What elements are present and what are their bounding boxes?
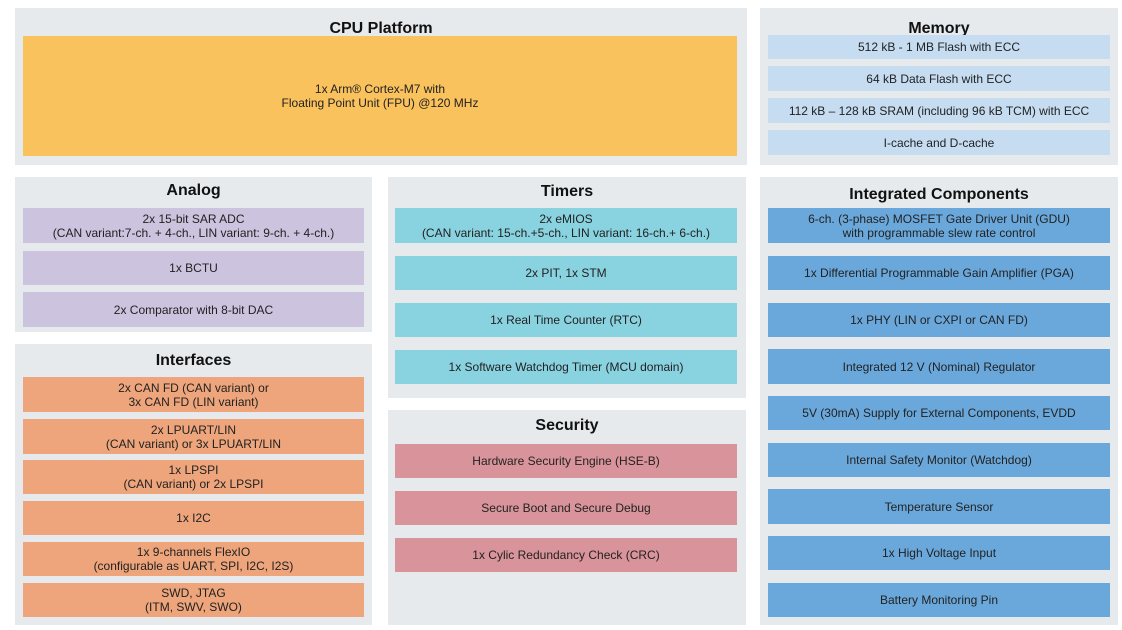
block-text: 1x 9-channels FlexIO	[136, 545, 251, 559]
block-text: 2x 15-bit SAR ADC	[142, 211, 245, 226]
block-text: 3x CAN FD (LIN variant)	[128, 394, 259, 409]
section-panel: Memory 512 kB - 1 MB Flash with ECC 64 kB …	[760, 8, 1118, 165]
block: 64 kB Data Flash with ECC	[768, 66, 1110, 91]
block-text: with programmable slew rate control	[842, 225, 1036, 240]
block: 2x Comparator with 8-bit DAC	[23, 292, 364, 327]
block-text: 2x Comparator with 8-bit DAC	[113, 302, 274, 317]
block: Internal Safety Monitor (Watchdog)	[768, 443, 1110, 477]
block-text: 112 kB – 128 kB SRAM (including 96 kB TC…	[788, 103, 1090, 118]
block-text: (configurable as UART, SPI, I2C, I2S)	[93, 559, 294, 573]
block: 1x High Voltage Input	[768, 536, 1110, 570]
block: 1x Software Watchdog Timer (MCU domain)	[395, 350, 737, 384]
block-text: 512 kB - 1 MB Flash with ECC	[857, 40, 1021, 54]
block-text: Temperature Sensor	[884, 499, 994, 514]
block: I-cache and D-cache	[768, 130, 1110, 155]
block-text: Floating Point Unit (FPU) @120 MHz	[281, 96, 479, 110]
block-text: 6-ch. (3-phase) MOSFET Gate Driver Unit …	[808, 211, 1070, 226]
section-panel: Interfaces 2x CAN FD (CAN variant) or 3x C…	[15, 344, 372, 625]
block: 1x Cylic Redundancy Check (CRC)	[395, 538, 737, 572]
block-text: 5V (30mA) Supply for External Components…	[802, 406, 1076, 420]
block-text: I-cache and D-cache	[883, 135, 995, 150]
block: 1x PHY (LIN or CXPI or CAN FD)	[768, 303, 1110, 337]
block: Integrated 12 V (Nominal) Regulator	[768, 349, 1110, 384]
block-text: 1x Differential Programmable Gain Amplif…	[804, 266, 1074, 280]
block-text: 1x Arm® Cortex-M7 with	[314, 82, 446, 96]
block: SWD, JTAG (ITM, SWV, SWO)	[23, 583, 364, 617]
block-text: 2x eMIOS	[539, 211, 593, 226]
section-panel: Integrated Components 6-ch. (3-phase) MOS…	[760, 177, 1118, 625]
block: Battery Monitoring Pin	[768, 583, 1110, 617]
section-title: Analog	[166, 182, 221, 199]
block-text: 1x Software Watchdog Timer (MCU domain)	[448, 360, 684, 374]
block-text: Hardware Security Engine (HSE-B)	[472, 454, 660, 468]
block: 1x Arm® Cortex-M7 with Floating Point Uni…	[23, 36, 737, 156]
block-text: SWD, JTAG	[161, 586, 226, 600]
block-text: (ITM, SWV, SWO)	[145, 600, 242, 614]
block: 1x LPSPI (CAN variant) or 2x LPSPI	[23, 460, 364, 494]
block-text: 2x LPUART/LIN	[150, 422, 237, 437]
block: 1x BCTU	[23, 251, 364, 285]
block-text: Integrated 12 V (Nominal) Regulator	[842, 359, 1036, 374]
block-text: (CAN variant:7-ch. + 4-ch., LIN variant:…	[52, 225, 335, 240]
block-text: 1x Real Time Counter (RTC)	[490, 313, 642, 327]
section-title: Timers	[540, 183, 594, 200]
block: 6-ch. (3-phase) MOSFET Gate Driver Unit …	[768, 208, 1110, 243]
block-text: Battery Monitoring Pin	[879, 593, 999, 607]
block: 512 kB - 1 MB Flash with ECC	[768, 35, 1110, 59]
block: Secure Boot and Secure Debug	[395, 491, 737, 525]
section-title: Security	[535, 417, 599, 434]
section-panel: Security Hardware Security Engine (HSE-B)…	[388, 410, 746, 625]
block: 2x CAN FD (CAN variant) or 3x CAN FD (LIN…	[23, 377, 364, 412]
block: 1x Differential Programmable Gain Amplif…	[768, 256, 1110, 290]
section-title: Interfaces	[155, 352, 232, 369]
block: 2x 15-bit SAR ADC (CAN variant:7-ch. + 4-…	[23, 208, 364, 243]
block-text: (CAN variant) or 3x LPUART/LIN	[105, 436, 282, 451]
block-text: 64 kB Data Flash with ECC	[866, 71, 1012, 86]
block: 112 kB – 128 kB SRAM (including 96 kB TC…	[768, 98, 1110, 123]
section-title: Integrated Components	[849, 186, 1029, 203]
block-text: (CAN variant) or 2x LPSPI	[123, 477, 264, 491]
block: 1x I2C	[23, 501, 364, 535]
section-title: Memory	[908, 20, 970, 37]
block-text: 1x High Voltage Input	[881, 546, 997, 560]
block-text: 1x PHY (LIN or CXPI or CAN FD)	[850, 313, 1028, 327]
section-panel: Timers 2x eMIOS (CAN variant: 15-ch.+5-ch.…	[388, 177, 746, 398]
block-text: 1x LPSPI	[168, 463, 219, 477]
block-text: 2x CAN FD (CAN variant) or	[118, 380, 269, 395]
block-text: 1x BCTU	[169, 261, 218, 275]
block-text: Secure Boot and Secure Debug	[481, 501, 651, 515]
section-title: CPU Platform	[329, 20, 433, 37]
block: 1x Real Time Counter (RTC)	[395, 303, 737, 337]
block: 1x 9-channels FlexIO (configurable as UAR…	[23, 542, 364, 576]
block-text: 1x Cylic Redundancy Check (CRC)	[472, 548, 660, 562]
block: 2x LPUART/LIN (CAN variant) or 3x LPUART/…	[23, 419, 364, 454]
block-text: (CAN variant: 15-ch.+5-ch., LIN variant:…	[421, 225, 711, 240]
block: Hardware Security Engine (HSE-B)	[395, 444, 737, 478]
block: 5V (30mA) Supply for External Components…	[768, 396, 1110, 430]
block-text: 2x PIT, 1x STM	[525, 266, 607, 280]
block: 2x eMIOS (CAN variant: 15-ch.+5-ch., LIN …	[395, 208, 737, 243]
block: 2x PIT, 1x STM	[395, 256, 737, 290]
section-panel: Analog 2x 15-bit SAR ADC (CAN variant:7-ch…	[15, 177, 372, 332]
block-text: 1x I2C	[176, 511, 211, 525]
block: Temperature Sensor	[768, 489, 1110, 524]
section-panel: CPU Platform 1x Arm® Cortex-M7 with Floati…	[15, 8, 747, 165]
block-text: Internal Safety Monitor (Watchdog)	[846, 453, 1032, 467]
